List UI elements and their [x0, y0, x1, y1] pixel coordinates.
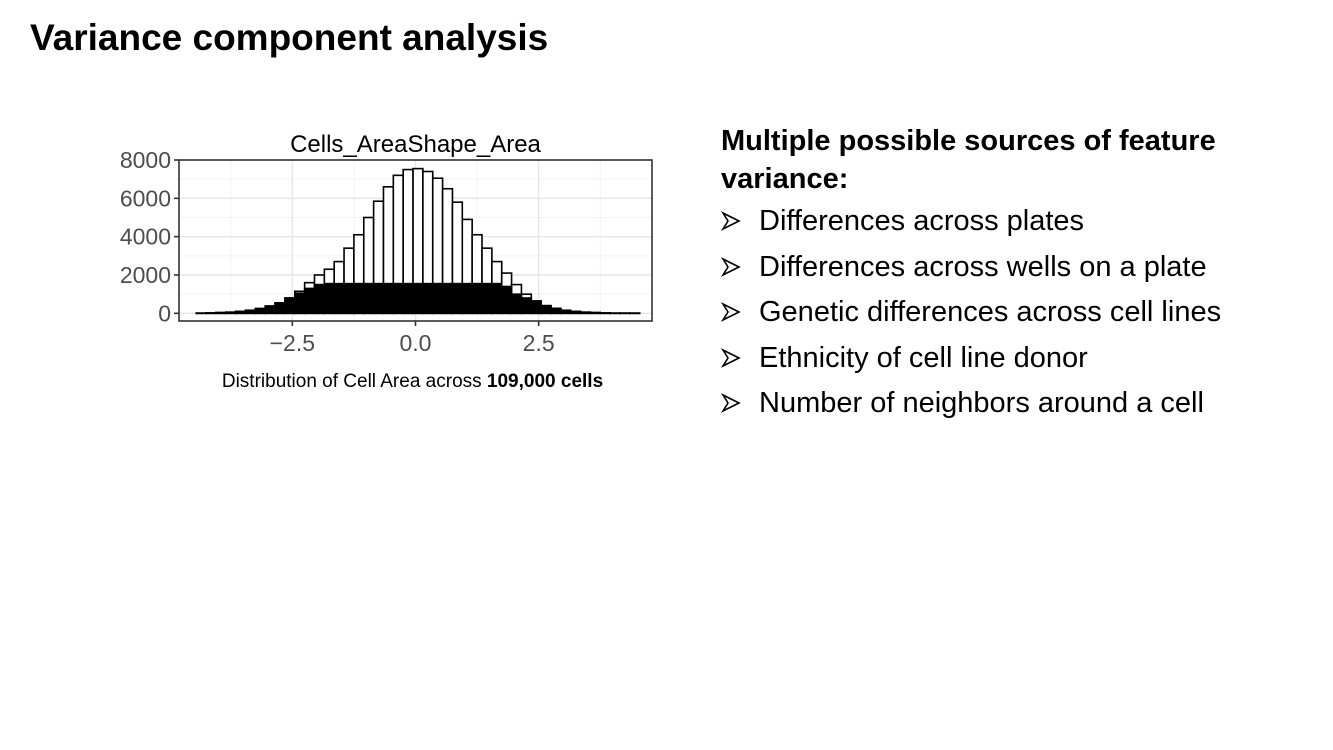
histogram-bar: [589, 311, 602, 315]
histogram-bar: [569, 310, 582, 315]
variance-sources-panel: Multiple possible sources of feature var…: [721, 122, 1321, 432]
source-item-label: Differences across plates: [759, 205, 1085, 237]
histogram-bar: [579, 311, 592, 315]
histogram-bar: [412, 282, 424, 315]
x-tick-label: −2.5: [270, 330, 315, 356]
histogram-bar: [313, 283, 326, 315]
source-item-label: Genetic differences across cell lines: [759, 296, 1222, 328]
source-item: Number of neighbors around a cell: [721, 386, 1321, 432]
source-item: Differences across plates: [721, 204, 1321, 250]
histogram-bar: [500, 285, 513, 315]
y-tick-label: 0: [158, 300, 171, 326]
histogram-bar: [481, 282, 493, 315]
source-item-label: Number of neighbors around a cell: [759, 387, 1204, 419]
arrow-bullet-icon: [721, 393, 741, 413]
slide-title: Variance component analysis: [30, 17, 549, 58]
histogram-bar: [441, 282, 454, 315]
caption-cell-count: 109,000 cells: [486, 371, 604, 392]
histogram-bar: [274, 301, 286, 315]
histogram-bar: [353, 282, 365, 315]
histogram-bar: [234, 310, 247, 315]
arrow-bullet-icon: [721, 256, 741, 277]
histogram-bar: [392, 282, 404, 315]
histogram-bar: [362, 282, 375, 315]
source-item: Ethnicity of cell line donor: [721, 341, 1321, 387]
histogram-bar: [284, 297, 296, 315]
histogram-bar: [560, 309, 572, 315]
histogram-bar: [422, 282, 434, 315]
y-tick-label: 8000: [120, 147, 171, 173]
histogram-bar: [540, 304, 552, 315]
source-item-label: Ethnicity of cell line donor: [759, 341, 1088, 374]
histogram-bar: [382, 282, 395, 315]
histogram-bar: [303, 287, 316, 315]
y-tick-label: 2000: [120, 262, 171, 288]
histogram-bar: [215, 311, 227, 315]
x-tick-label: 0.0: [400, 330, 432, 356]
histogram-figure: 0 2000 4000 6000 8000 −2.5 0.0 2.5 Cells_AreaSha…: [95, 118, 675, 408]
source-item: Differences across wells on a plate: [721, 250, 1321, 296]
histogram-bar: [343, 282, 355, 315]
arrow-bullet-icon: [721, 347, 741, 368]
histogram-bar: [244, 309, 257, 315]
histogram-bar: [550, 307, 562, 315]
histogram-bar: [510, 293, 523, 315]
histogram-bar: [431, 282, 444, 315]
histogram-bar: [530, 301, 542, 315]
figure-caption: Distribution of Cell Area across 109,000…: [192, 371, 633, 393]
source-item-label: Differences across wells on a plate: [759, 250, 1207, 283]
histogram-bar: [402, 282, 414, 315]
histogram-bar: [225, 311, 237, 315]
histogram-bar: [471, 282, 483, 315]
histogram-bar: [451, 282, 464, 315]
histogram-bar: [333, 282, 345, 315]
histogram-bar: [461, 282, 473, 315]
x-tick-label: 2.5: [523, 330, 555, 356]
histogram-bar: [372, 282, 385, 315]
histogram-chart: 0 2000 4000 6000 8000 −2.5 0.0 2.5 Cells_AreaSha…: [120, 131, 653, 356]
chart-title: Cells_AreaShape_Area: [290, 131, 541, 158]
sources-list: Differences across plates Differences acr…: [721, 204, 1321, 432]
y-tick-label: 4000: [120, 224, 171, 250]
histogram-bar: [293, 292, 306, 315]
source-item: Genetic differences across cell lines: [721, 295, 1321, 341]
histogram-bar: [491, 282, 503, 315]
sources-heading: Multiple possible sources of feature var…: [721, 125, 1216, 195]
caption-text: Distribution of Cell Area across: [221, 371, 487, 392]
histogram-bar: [323, 282, 336, 315]
y-tick-label: 6000: [120, 185, 171, 211]
histogram-bar: [520, 297, 533, 315]
arrow-bullet-icon: [721, 302, 741, 322]
histogram-bar: [254, 307, 267, 315]
histogram-bar: [264, 305, 276, 315]
arrow-bullet-icon: [721, 211, 741, 231]
